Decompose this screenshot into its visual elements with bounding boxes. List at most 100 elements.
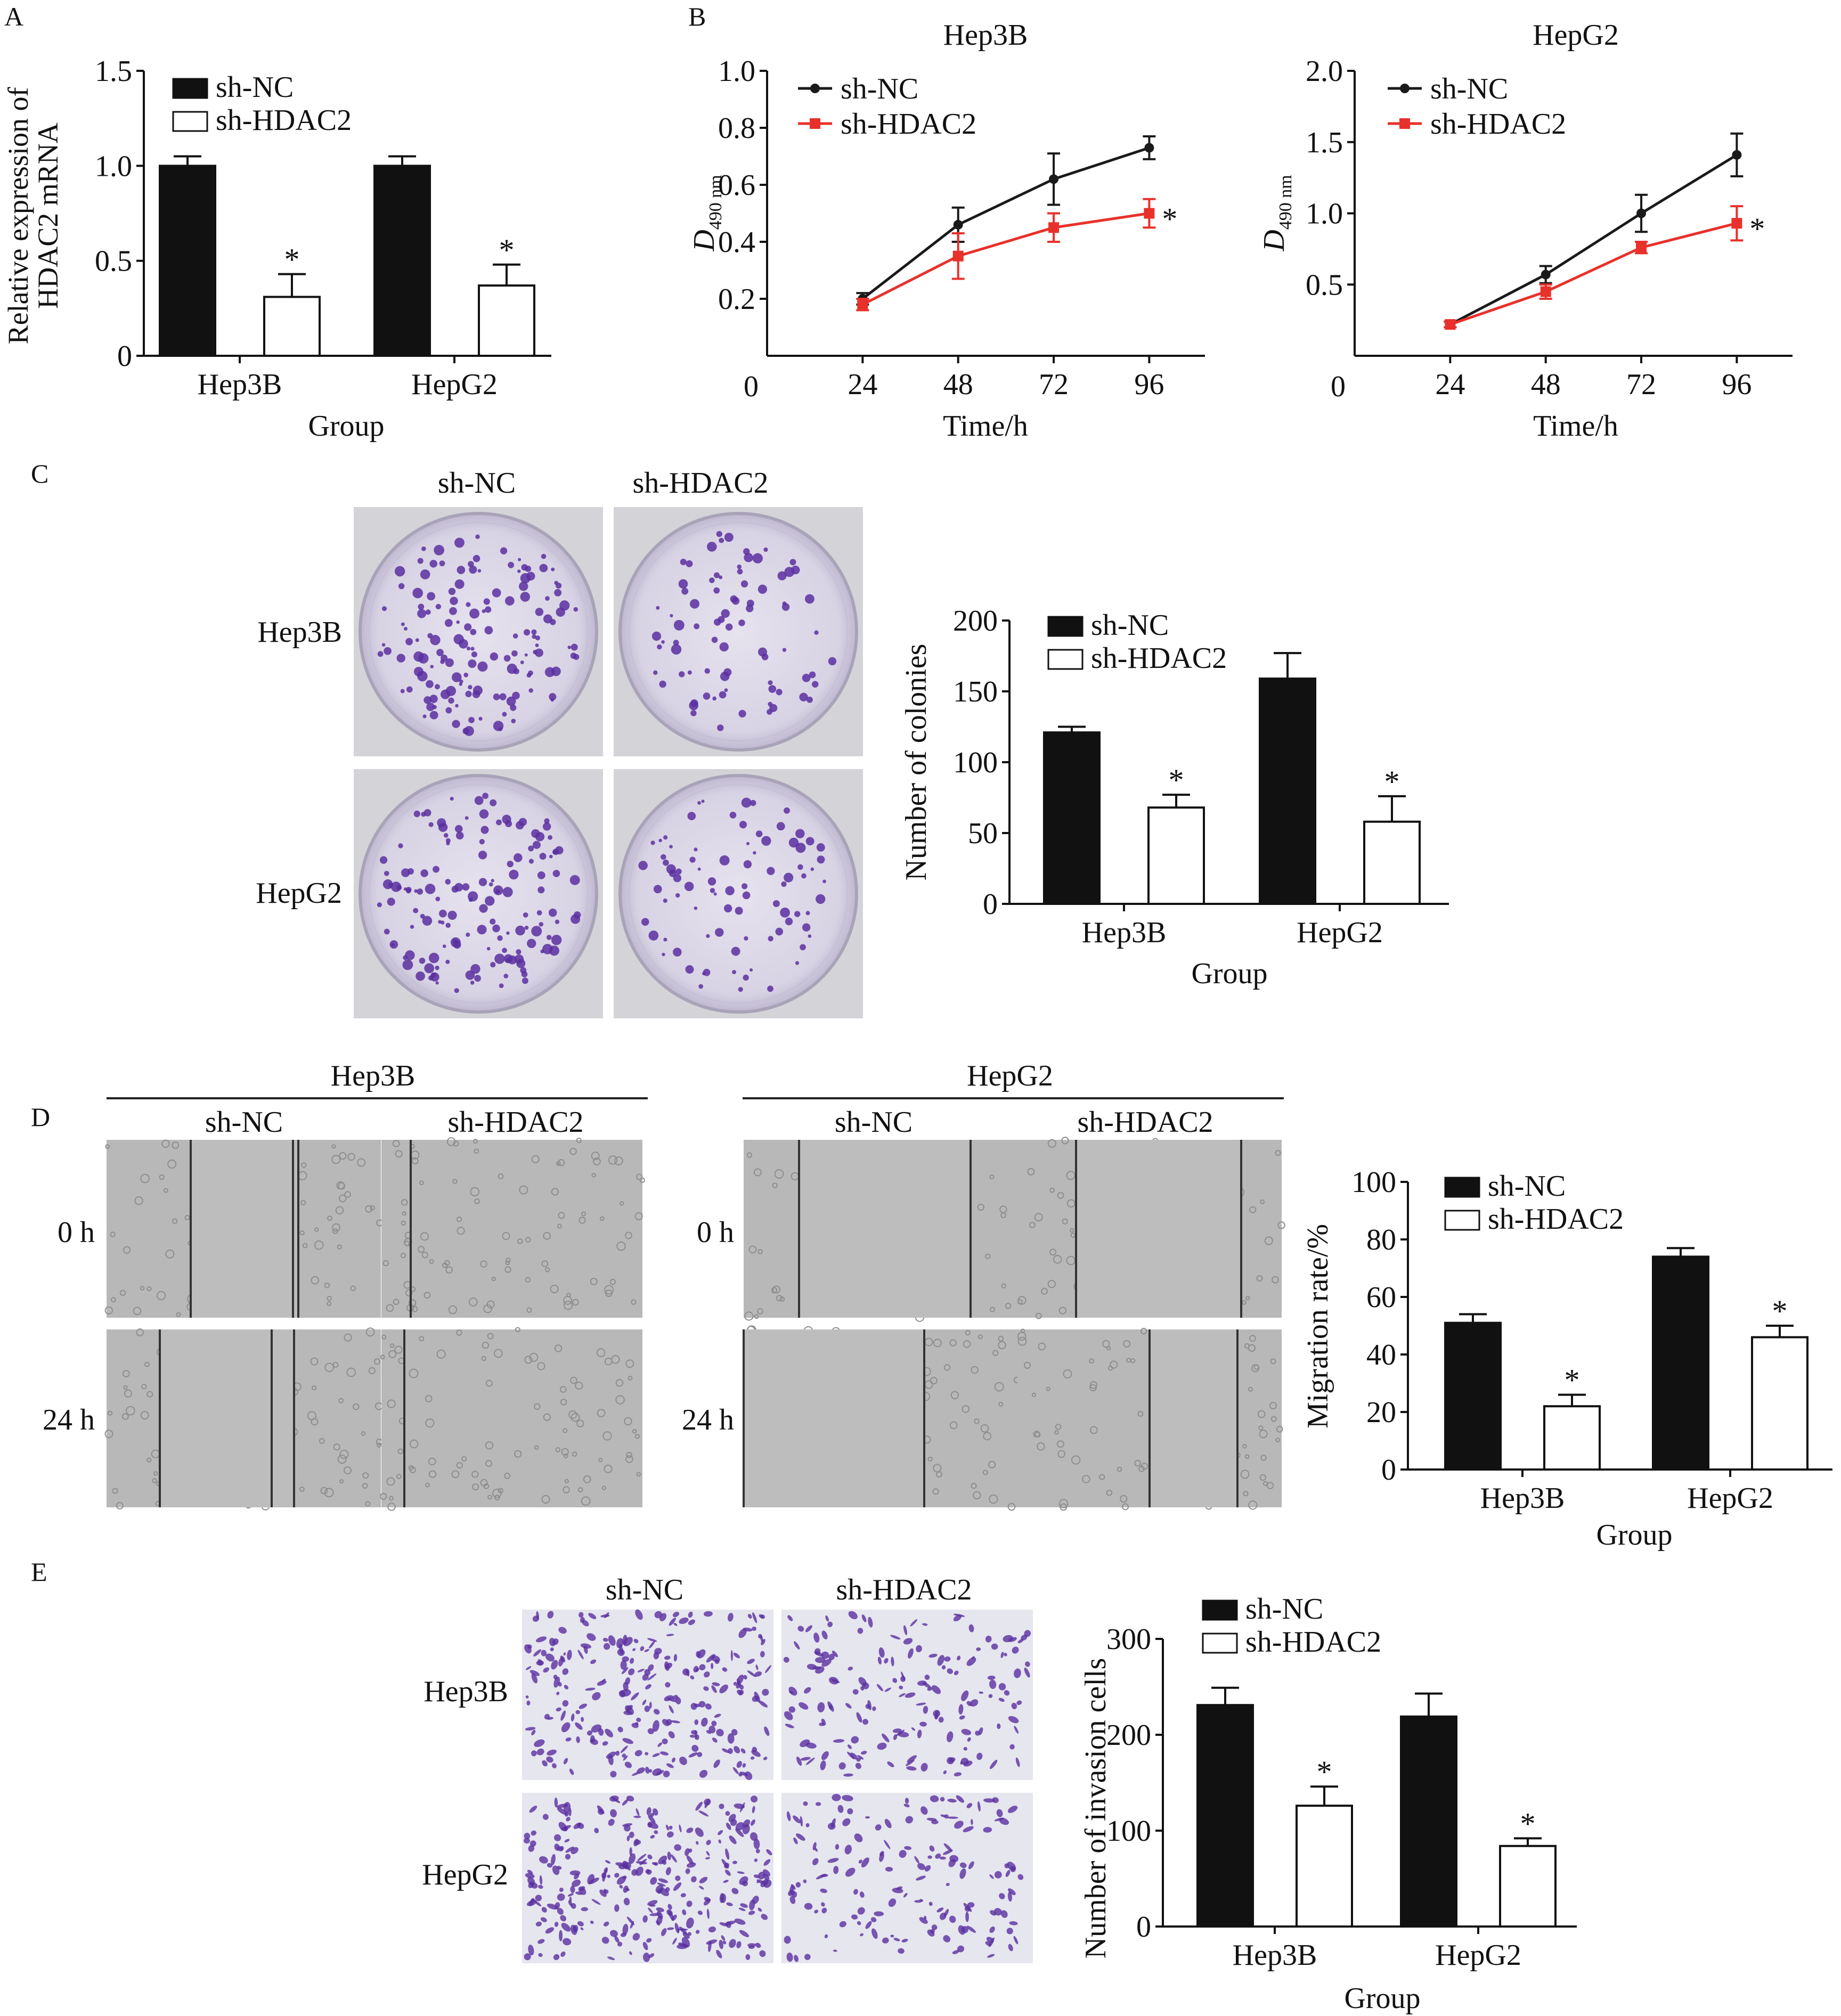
scratch-gap bbox=[799, 1140, 971, 1318]
invasion-cell bbox=[885, 1866, 893, 1872]
invasion-cell bbox=[968, 1624, 974, 1633]
panel-b-left-x-origin: 0 bbox=[744, 370, 759, 403]
invasion-cell bbox=[667, 1904, 672, 1910]
colony-dot bbox=[524, 653, 528, 657]
panel-b-left-ylabel-sub: 490 nm bbox=[706, 175, 726, 230]
colony-dot bbox=[429, 695, 438, 703]
colony-dot bbox=[542, 822, 551, 831]
invasion-cell bbox=[580, 1927, 584, 1931]
invasion-cell bbox=[753, 1839, 760, 1849]
invasion-cell bbox=[935, 1853, 941, 1859]
scratch-cell bbox=[977, 1334, 983, 1340]
panel-c-bar bbox=[1147, 806, 1205, 905]
invasion-cell bbox=[537, 1659, 543, 1666]
colony-dot bbox=[784, 872, 794, 883]
scratch-cell bbox=[324, 1362, 334, 1373]
invasion-cell bbox=[916, 1875, 926, 1881]
scratch-cell bbox=[943, 1364, 951, 1371]
panel-b-right-point bbox=[1541, 270, 1551, 280]
colony-dot bbox=[465, 690, 472, 698]
invasion-cell bbox=[891, 1656, 894, 1667]
invasion-cell bbox=[623, 1898, 630, 1906]
invasion-cell bbox=[919, 1917, 928, 1924]
panel-e-bar bbox=[1196, 1704, 1254, 1928]
scratch-cell bbox=[1070, 1228, 1074, 1233]
colony-dot bbox=[437, 818, 446, 828]
scratch-cell bbox=[628, 1375, 633, 1381]
colony-dot bbox=[445, 923, 451, 928]
colony-dot bbox=[817, 855, 825, 864]
colony-dot bbox=[746, 605, 754, 613]
scratch-cell bbox=[167, 1160, 177, 1169]
colony-dot bbox=[680, 558, 687, 566]
invasion-cell bbox=[674, 1923, 679, 1933]
scratch-cell bbox=[625, 1455, 633, 1463]
colony-dot bbox=[753, 851, 756, 855]
invasion-cell bbox=[805, 1757, 815, 1765]
panel-b-left-point bbox=[1144, 208, 1155, 219]
colony-dot bbox=[550, 619, 556, 625]
invasion-cell bbox=[636, 1717, 641, 1722]
colony-dot bbox=[678, 579, 688, 589]
invasion-cell bbox=[1006, 1928, 1013, 1935]
scratch-cell bbox=[386, 1304, 394, 1312]
scratch-cell bbox=[989, 1174, 995, 1180]
invasion-cell bbox=[718, 1839, 722, 1844]
colony-dot bbox=[390, 943, 395, 946]
invasion-cell bbox=[615, 1751, 620, 1756]
invasion-cell bbox=[541, 1907, 547, 1913]
invasion-cell bbox=[954, 1670, 959, 1676]
panel-d-legend-label-hdac: sh-HDAC2 bbox=[1488, 1203, 1624, 1236]
scratch-cell bbox=[184, 1214, 190, 1221]
invasion-cell bbox=[598, 1728, 604, 1736]
scratch-cell bbox=[537, 1362, 545, 1370]
scratch-cell bbox=[505, 1257, 511, 1263]
panel-c-legend-swatch-hdac bbox=[1047, 649, 1084, 670]
invasion-cell bbox=[947, 1731, 954, 1743]
colony-dot bbox=[703, 692, 711, 700]
panel-b-right-xlabel: Time/h bbox=[1533, 410, 1618, 443]
panel-a-legend-swatch-hdac bbox=[172, 111, 208, 132]
invasion-cell bbox=[631, 1869, 638, 1876]
scratch-cell bbox=[1099, 1474, 1105, 1480]
colony-dot bbox=[800, 944, 806, 951]
scratch-cell bbox=[625, 1231, 632, 1239]
colony-dot bbox=[532, 840, 541, 849]
invasion-cell bbox=[644, 1649, 649, 1652]
scratch-cell bbox=[634, 1434, 640, 1439]
scratch-cell bbox=[615, 1395, 625, 1405]
invasion-cell bbox=[917, 1729, 922, 1739]
invasion-cell bbox=[838, 1762, 846, 1770]
invasion-image-grid bbox=[522, 1609, 1033, 1963]
invasion-cell bbox=[535, 1636, 547, 1643]
invasion-cell bbox=[964, 1906, 971, 1912]
scratch-cell bbox=[382, 1260, 389, 1267]
invasion-cell bbox=[705, 1857, 711, 1859]
scratch-cell bbox=[1122, 1503, 1129, 1511]
invasion-cell bbox=[688, 1611, 693, 1618]
scratch-cell bbox=[505, 1260, 510, 1266]
scratch-cell bbox=[1248, 1500, 1258, 1510]
invasion-cell bbox=[530, 1670, 540, 1676]
scratch-cell bbox=[1017, 1299, 1023, 1305]
invasion-cell bbox=[987, 1954, 995, 1958]
colony-dot bbox=[744, 553, 753, 562]
scratch-cell bbox=[1017, 1332, 1027, 1341]
colony-dot bbox=[522, 977, 528, 984]
invasion-cell bbox=[665, 1682, 671, 1688]
panel-b-left-series-line-nc bbox=[861, 146, 1150, 300]
scratch-cell bbox=[1062, 1218, 1068, 1225]
scratch-cell bbox=[774, 1169, 784, 1179]
scratch-cell bbox=[543, 1231, 551, 1240]
colony-dot bbox=[638, 861, 648, 870]
scratch-cell bbox=[1057, 1191, 1064, 1199]
invasion-cell bbox=[1008, 1716, 1019, 1724]
invasion-cell bbox=[828, 1653, 835, 1661]
invasion-cell bbox=[937, 1655, 944, 1666]
invasion-cell bbox=[963, 1826, 974, 1832]
panel-a-y-tick-label: 0 bbox=[117, 340, 132, 373]
scratch-cell bbox=[608, 1155, 618, 1165]
scratch-cell bbox=[626, 1451, 632, 1458]
invasion-cell bbox=[833, 1739, 845, 1743]
invasion-cell bbox=[947, 1816, 958, 1819]
